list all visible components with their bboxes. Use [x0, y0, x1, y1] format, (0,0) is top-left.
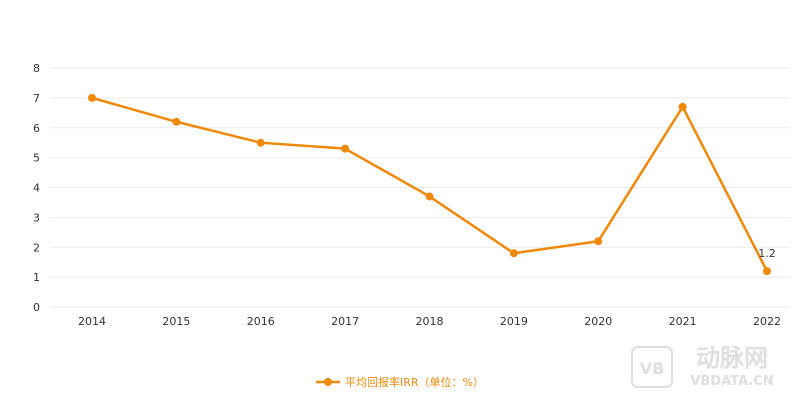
watermark-logo: VB 动脉网 VBDATA.CN: [631, 344, 774, 389]
y-tick-label: 1: [33, 271, 40, 284]
data-point[interactable]: [172, 117, 181, 126]
y-tick-label: 2: [33, 241, 40, 254]
x-tick-label: 2022: [753, 315, 781, 328]
y-tick-label: 0: [33, 301, 40, 314]
series-plot: [88, 93, 771, 276]
watermark-logo-glyph: VB: [640, 359, 665, 378]
x-tick-label: 2019: [500, 315, 528, 328]
watermark-brand-en: VBDATA.CN: [690, 374, 773, 389]
data-point[interactable]: [88, 93, 96, 102]
data-point[interactable]: [594, 237, 603, 246]
data-point[interactable]: [509, 249, 518, 258]
data-point[interactable]: [256, 138, 265, 147]
legend-label: 平均回报率IRR（单位：%）: [345, 375, 484, 389]
legend[interactable]: 平均回报率IRR（单位：%）: [316, 375, 484, 389]
series-line: [91, 96, 769, 272]
x-axis-ticks: 2014 2015 2016 2017 2018 2019 2020 2021 2022: [78, 315, 781, 328]
y-tick-label: 8: [33, 62, 40, 75]
y-tick-label: 7: [33, 92, 40, 105]
x-tick-label: 2018: [416, 315, 444, 328]
data-point[interactable]: [341, 144, 350, 153]
x-tick-label: 2016: [247, 315, 275, 328]
y-tick-label: 3: [33, 211, 40, 224]
x-tick-label: 2014: [78, 315, 106, 328]
y-tick-label: 4: [33, 182, 40, 195]
x-tick-label: 2020: [584, 315, 612, 328]
watermark-brand-cn: 动脉网: [696, 344, 768, 372]
data-point[interactable]: [763, 267, 771, 276]
legend-marker-dot: [324, 378, 332, 386]
data-labels: 1.2: [758, 247, 776, 260]
y-tick-label: 5: [33, 152, 40, 165]
data-point[interactable]: [425, 192, 434, 201]
x-tick-label: 2021: [669, 315, 697, 328]
data-label: 1.2: [758, 247, 776, 260]
y-tick-label: 6: [33, 122, 40, 135]
watermark-logo-icon: [631, 346, 673, 388]
x-tick-label: 2017: [331, 315, 359, 328]
x-tick-label: 2015: [162, 315, 190, 328]
data-point[interactable]: [678, 102, 687, 111]
y-axis-ticks: 0 1 2 3 4 5 6 7 8: [33, 62, 40, 314]
grid-lines: [50, 67, 790, 308]
